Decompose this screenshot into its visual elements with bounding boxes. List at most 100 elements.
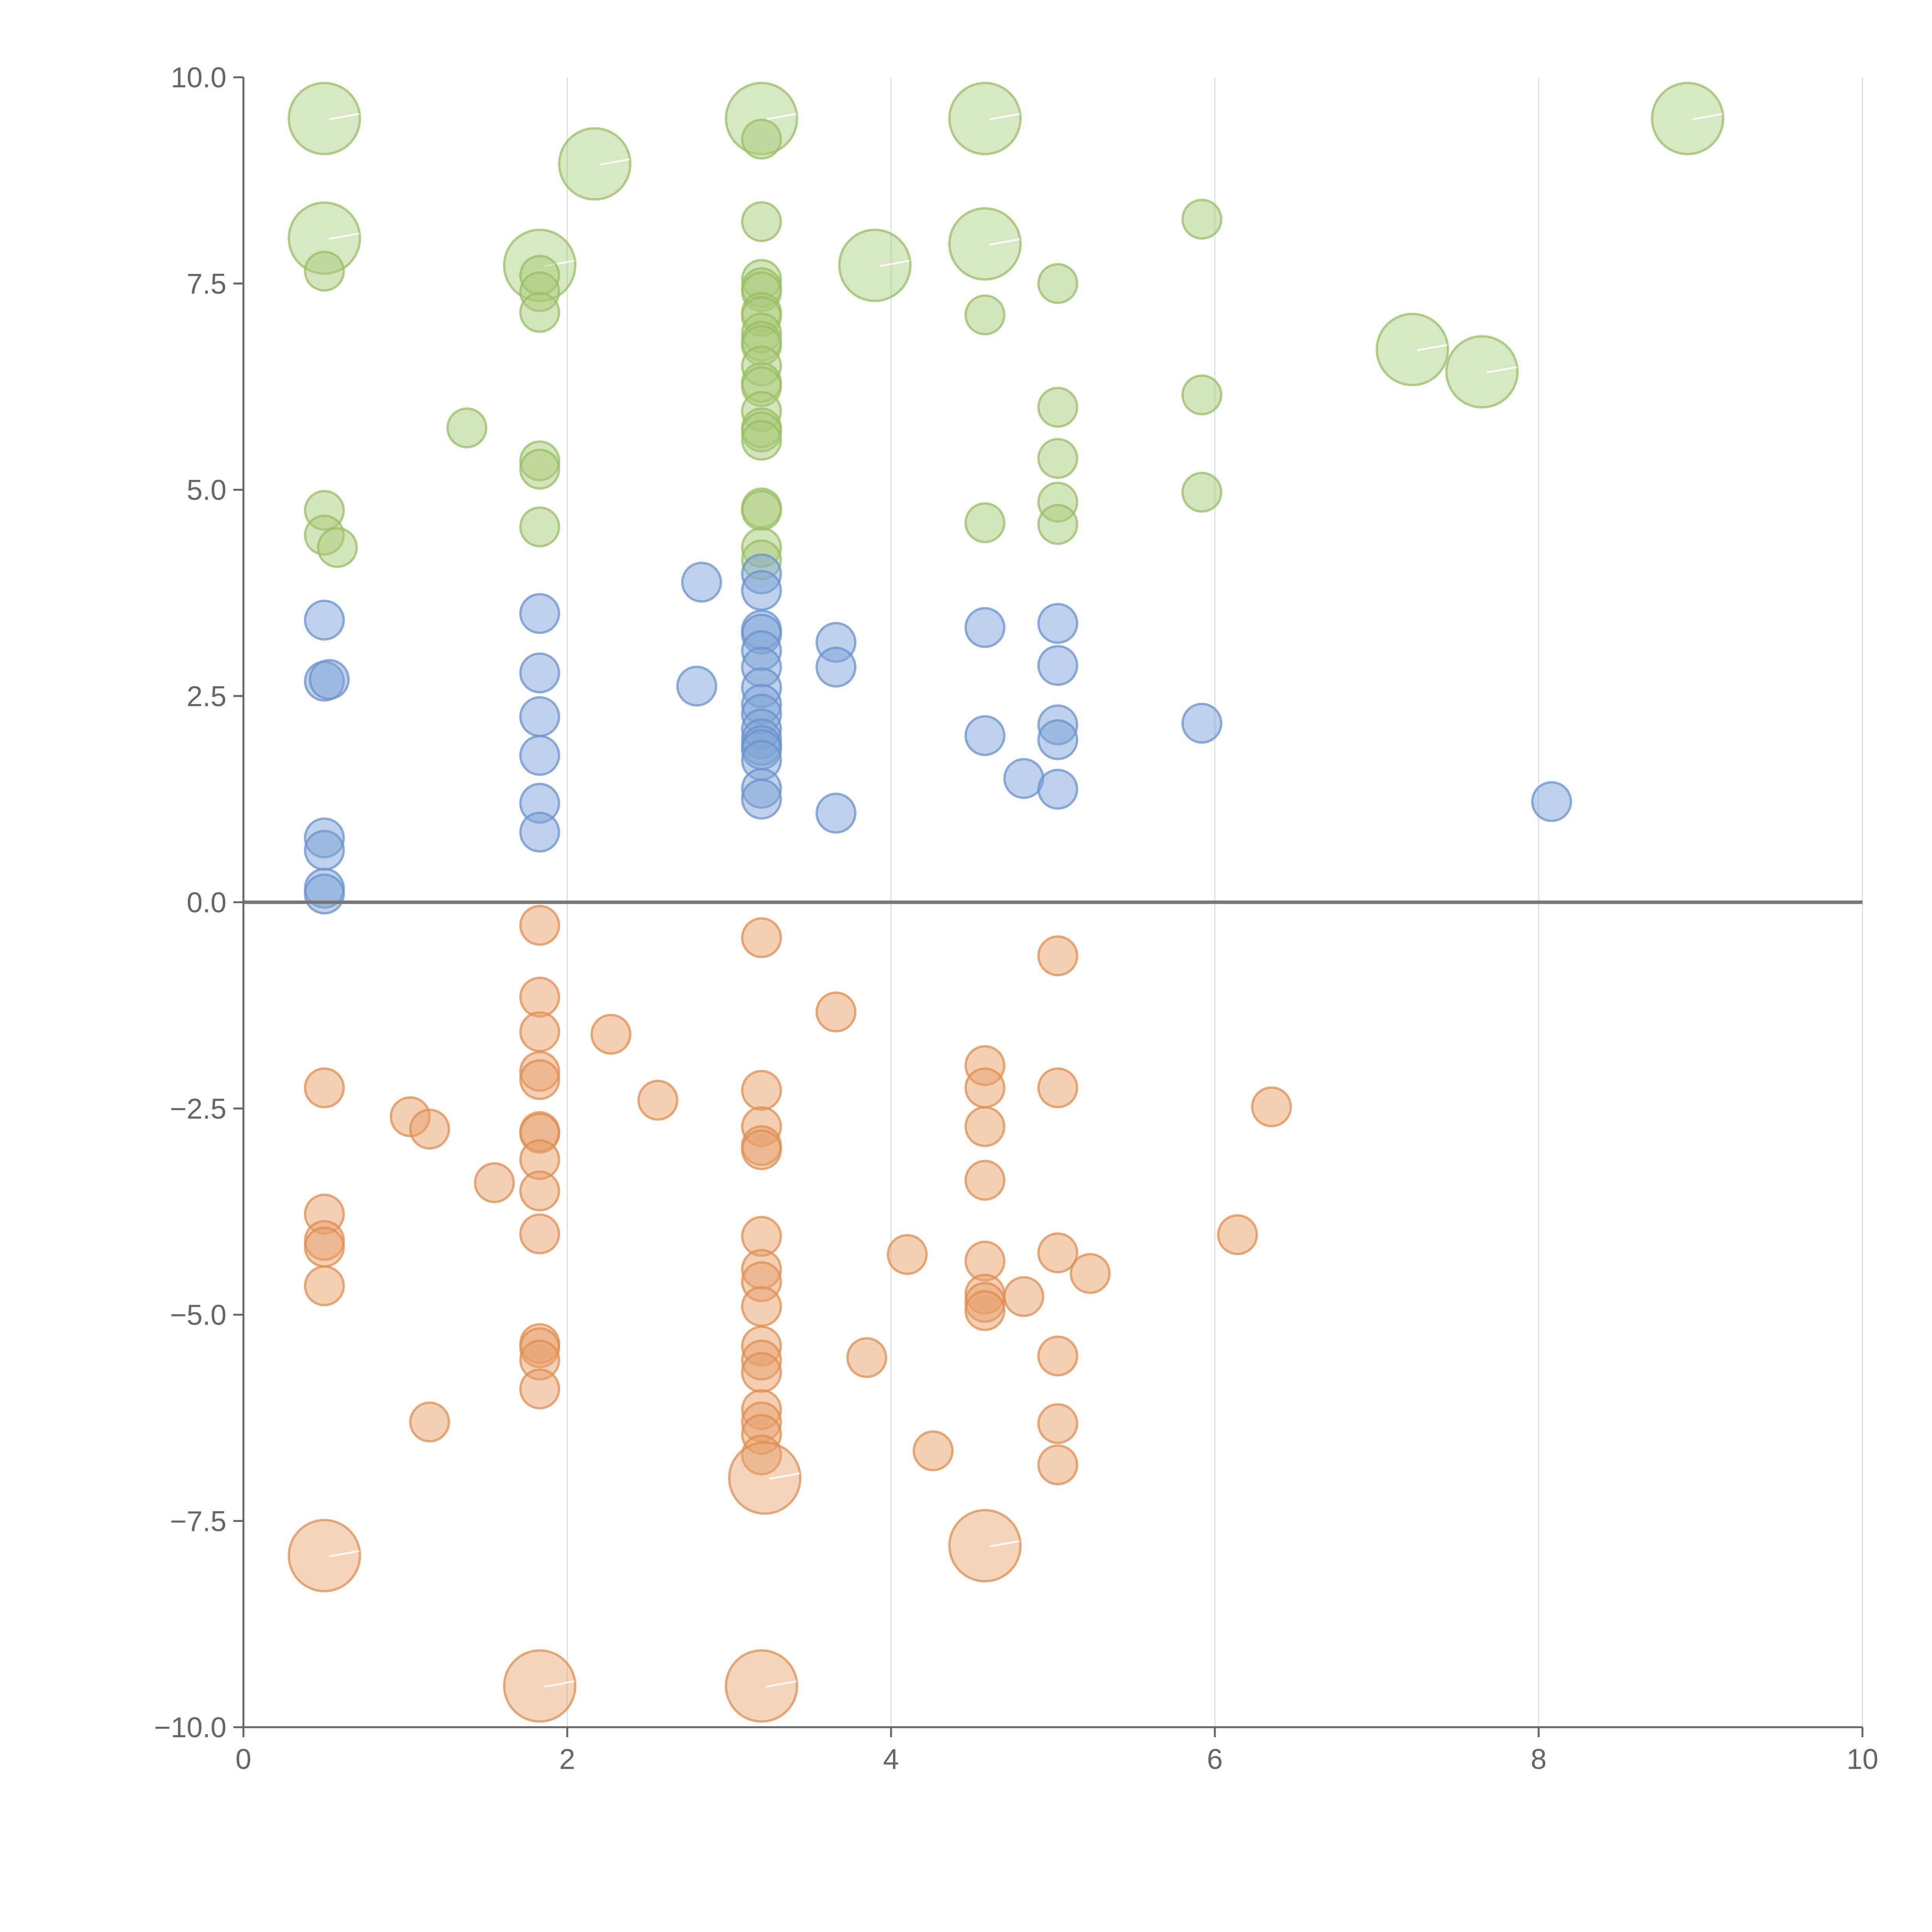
bubble-blue-9 (519, 696, 560, 737)
bubble-blue-34 (964, 607, 1006, 648)
bubble-blue-16 (741, 570, 782, 611)
bubble-green-38 (948, 82, 1022, 155)
axis-layer: −10.0 −7.5 −5.0 −2.5 0.0 2.5 5.0 7.5 10.0 0 2 4 6 8 10 (154, 61, 1878, 1775)
bubble-orange-12 (519, 1011, 560, 1053)
bubble-orange-35 (741, 1286, 782, 1327)
bubble-orange-14 (519, 1059, 560, 1100)
bubble-green-2 (304, 250, 345, 292)
bubble-green-47 (1181, 199, 1223, 240)
y-tick-label: −10.0 (154, 1711, 226, 1743)
bubble-green-43 (1037, 387, 1078, 428)
bubble-orange-48 (912, 1430, 954, 1471)
bubble-orange-51 (964, 1106, 1006, 1147)
bubble-green-37 (838, 228, 912, 302)
x-tick-label: 10 (1847, 1743, 1878, 1775)
bubble-blue-40 (1037, 719, 1078, 760)
bubble-orange-26 (637, 1080, 679, 1121)
bubble-green-46 (1037, 504, 1078, 545)
bubble-blue-8 (519, 652, 560, 694)
bubble-green-50 (1376, 313, 1449, 386)
bubble-blue-7 (519, 593, 560, 634)
y-tick-label: 0.0 (187, 886, 226, 918)
bubble-blue-4 (304, 830, 345, 871)
bubble-orange-63 (1037, 1403, 1078, 1444)
bubble-orange-50 (964, 1067, 1006, 1109)
bubble-orange-27 (741, 917, 782, 958)
bubble-green-48 (1181, 374, 1223, 415)
bubble-orange-25 (590, 1014, 632, 1055)
bubble-highlight-green-38 (989, 113, 1020, 121)
bubble-orange-66 (1217, 1214, 1258, 1255)
bubble-orange-23 (519, 1368, 560, 1410)
bubble-blue-13 (676, 665, 718, 707)
bubble-green-39 (948, 207, 1022, 281)
y-tick-label: 2.5 (187, 680, 226, 712)
bubble-orange-10 (519, 905, 560, 946)
series-green (287, 82, 1725, 580)
bubble-highlight-orange-43 (769, 1472, 800, 1480)
bubble-blue-42 (1181, 702, 1223, 744)
bubble-orange-3 (304, 1226, 345, 1268)
bubble-highlight-green-14 (599, 158, 630, 166)
bubble-green-44 (1037, 438, 1078, 479)
bubble-blue-41 (1037, 769, 1078, 810)
x-tick-label: 0 (235, 1743, 251, 1775)
bubble-orange-9 (474, 1162, 515, 1203)
bubble-orange-56 (964, 1290, 1006, 1331)
bubble-green-5 (317, 527, 358, 568)
bubble-blue-37 (1037, 603, 1078, 644)
bubble-green-0 (287, 82, 361, 155)
bubble-orange-28 (741, 1070, 782, 1111)
y-tick-label: −7.5 (170, 1505, 226, 1537)
bubble-green-51 (1445, 335, 1519, 409)
bubble-green-17 (741, 201, 782, 242)
bubble-orange-45 (815, 991, 857, 1032)
bubble-orange-60 (1037, 1067, 1078, 1109)
bubble-highlight-green-50 (1417, 344, 1447, 352)
bubble-highlight-orange-44 (766, 1680, 797, 1688)
y-tick-label: 5.0 (187, 474, 226, 506)
y-tick-label: −2.5 (170, 1093, 226, 1125)
bubble-blue-10 (519, 735, 560, 776)
bubble-green-40 (964, 294, 1006, 335)
bubble-orange-46 (846, 1337, 888, 1378)
y-tick-label: 7.5 (187, 268, 226, 300)
bubble-orange-43 (728, 1441, 802, 1515)
x-tick-label: 4 (883, 1743, 899, 1775)
bubble-green-42 (1037, 263, 1078, 304)
bubble-orange-64 (1037, 1444, 1078, 1486)
bubble-highlight-orange-24 (544, 1680, 575, 1688)
bubble-highlight-green-51 (1486, 366, 1517, 374)
bubble-blue-35 (964, 715, 1006, 756)
bubble-highlight-orange-5 (329, 1550, 359, 1558)
bubble-blue-12 (519, 811, 560, 853)
x-tick-label: 6 (1207, 1743, 1223, 1775)
bubble-green-13 (519, 506, 560, 548)
bubble-orange-0 (304, 1067, 345, 1109)
series-orange (287, 905, 1292, 1723)
bubble-highlight-orange-57 (989, 1540, 1020, 1548)
bubble-highlight-green-0 (329, 113, 359, 121)
bubble-orange-62 (1037, 1335, 1078, 1377)
bubble-orange-18 (519, 1170, 560, 1212)
y-tick-label: −5.0 (170, 1299, 226, 1331)
bubble-green-10 (519, 292, 560, 333)
bubble-green-34 (741, 490, 782, 531)
bubble-orange-4 (304, 1265, 345, 1306)
bubble-blue-43 (1531, 781, 1572, 822)
bubble-orange-38 (741, 1352, 782, 1393)
x-tick-label: 8 (1531, 1743, 1546, 1775)
bubble-orange-5 (287, 1519, 361, 1592)
bubble-green-52 (1651, 82, 1725, 155)
bubble-blue-30 (741, 779, 782, 820)
bubble-orange-65 (1070, 1253, 1111, 1294)
bubble-orange-61 (1037, 1232, 1078, 1274)
bubble-orange-57 (948, 1509, 1022, 1583)
bubble-orange-7 (409, 1109, 450, 1150)
bubble-blue-14 (681, 561, 722, 603)
bubble-green-41 (964, 502, 1006, 543)
bubble-highlight-green-39 (989, 238, 1020, 246)
bubble-green-6 (446, 407, 488, 449)
